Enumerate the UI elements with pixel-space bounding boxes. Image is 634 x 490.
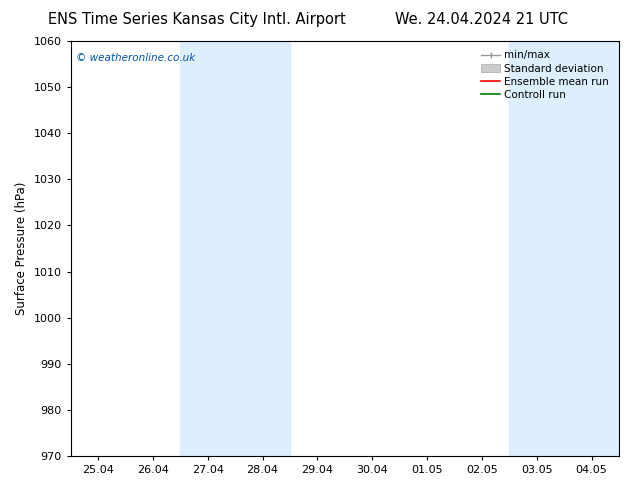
Bar [180, 41, 290, 456]
Y-axis label: Surface Pressure (hPa): Surface Pressure (hPa) [15, 182, 28, 315]
Text: © weatheronline.co.uk: © weatheronline.co.uk [76, 53, 195, 64]
Bar [509, 41, 619, 456]
Text: ENS Time Series Kansas City Intl. Airport: ENS Time Series Kansas City Intl. Airpor… [48, 12, 346, 27]
Legend: min/max, Standard deviation, Ensemble mean run, Controll run: min/max, Standard deviation, Ensemble me… [479, 49, 611, 102]
Text: We. 24.04.2024 21 UTC: We. 24.04.2024 21 UTC [396, 12, 568, 27]
